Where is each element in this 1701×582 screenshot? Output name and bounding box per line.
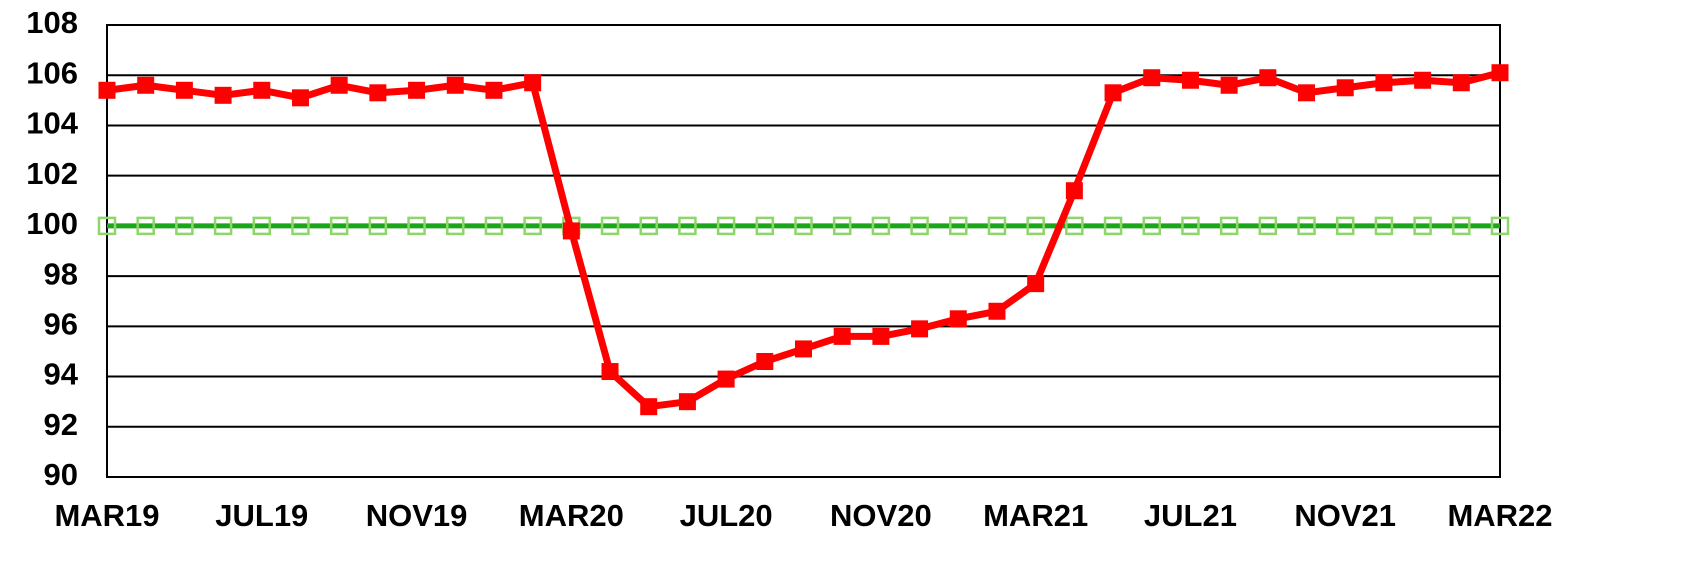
marker: [1219, 216, 1239, 236]
marker: [407, 216, 426, 236]
marker: [716, 216, 736, 236]
marker: [330, 76, 348, 94]
marker: [794, 216, 813, 236]
marker: [871, 216, 891, 236]
marker: [1259, 69, 1277, 87]
marker: [1142, 216, 1161, 236]
marker: [872, 327, 890, 345]
marker: [949, 216, 968, 236]
marker: [446, 76, 464, 94]
marker: [369, 84, 387, 102]
marker: [1452, 74, 1470, 92]
marker: [1220, 76, 1238, 94]
x-tick-label: JUL21: [1144, 498, 1237, 533]
marker: [485, 81, 503, 99]
marker: [253, 81, 271, 99]
x-tick-label: NOV19: [366, 498, 468, 533]
x-tick-label: MAR19: [54, 498, 159, 533]
marker: [523, 216, 542, 236]
y-tick-label: 94: [44, 357, 79, 392]
x-tick-label: MAR21: [983, 498, 1088, 533]
marker: [678, 216, 697, 236]
y-tick-label: 106: [26, 55, 78, 90]
y-tick-label: 108: [26, 5, 78, 40]
marker: [832, 216, 852, 236]
x-tick-label: MAR20: [519, 498, 624, 533]
marker: [988, 302, 1006, 320]
y-tick-label: 104: [26, 106, 78, 141]
marker: [329, 216, 349, 236]
marker: [911, 320, 929, 338]
marker: [1413, 216, 1432, 236]
marker: [1452, 216, 1471, 236]
x-tick-label: NOV21: [1294, 498, 1396, 533]
y-tick-label: 92: [44, 407, 78, 442]
marker: [1065, 182, 1083, 200]
marker: [175, 81, 193, 99]
marker: [1143, 69, 1161, 87]
marker: [137, 76, 155, 94]
marker: [678, 393, 696, 411]
y-tick-label: 98: [44, 256, 78, 291]
marker: [175, 216, 194, 236]
marker: [1375, 74, 1393, 92]
marker: [756, 352, 774, 370]
marker: [524, 74, 542, 92]
marker: [833, 327, 851, 345]
marker: [1181, 216, 1200, 236]
marker: [1103, 216, 1123, 236]
marker: [214, 86, 232, 104]
y-tick-label: 90: [44, 457, 78, 492]
marker: [1065, 216, 1084, 236]
marker: [755, 216, 775, 236]
marker: [484, 216, 504, 236]
marker: [368, 216, 388, 236]
y-tick-label: 100: [26, 206, 78, 241]
marker: [408, 81, 426, 99]
x-tick-label: JUL20: [680, 498, 773, 533]
marker: [252, 216, 272, 236]
marker: [601, 363, 619, 381]
marker: [291, 216, 310, 236]
marker: [1181, 71, 1199, 89]
marker: [1026, 216, 1045, 236]
marker: [1297, 216, 1316, 236]
marker: [1490, 216, 1510, 236]
marker: [1414, 71, 1432, 89]
marker: [795, 340, 812, 358]
plot-frame: [106, 24, 1501, 478]
y-tick-label: 96: [44, 307, 78, 342]
marker: [1298, 84, 1316, 102]
marker: [640, 398, 658, 416]
marker: [910, 216, 929, 236]
marker: [136, 216, 155, 236]
x-tick-label: NOV20: [830, 498, 932, 533]
marker: [97, 216, 117, 236]
marker: [1491, 64, 1509, 82]
marker: [446, 216, 465, 236]
x-tick-label: MAR22: [1447, 498, 1552, 533]
marker: [291, 89, 309, 107]
marker: [213, 216, 233, 236]
x-tick-label: JUL19: [215, 498, 308, 533]
marker: [98, 81, 116, 99]
marker: [600, 216, 620, 236]
marker: [639, 216, 658, 236]
marker: [1374, 216, 1394, 236]
marker: [717, 370, 735, 388]
marker: [987, 216, 1007, 236]
marker: [1104, 84, 1122, 102]
y-tick-label: 102: [26, 156, 78, 191]
marker: [562, 222, 580, 240]
marker: [1258, 216, 1278, 236]
marker: [1336, 79, 1354, 97]
marker: [949, 310, 967, 328]
marker: [1335, 216, 1355, 236]
marker: [1027, 275, 1045, 293]
